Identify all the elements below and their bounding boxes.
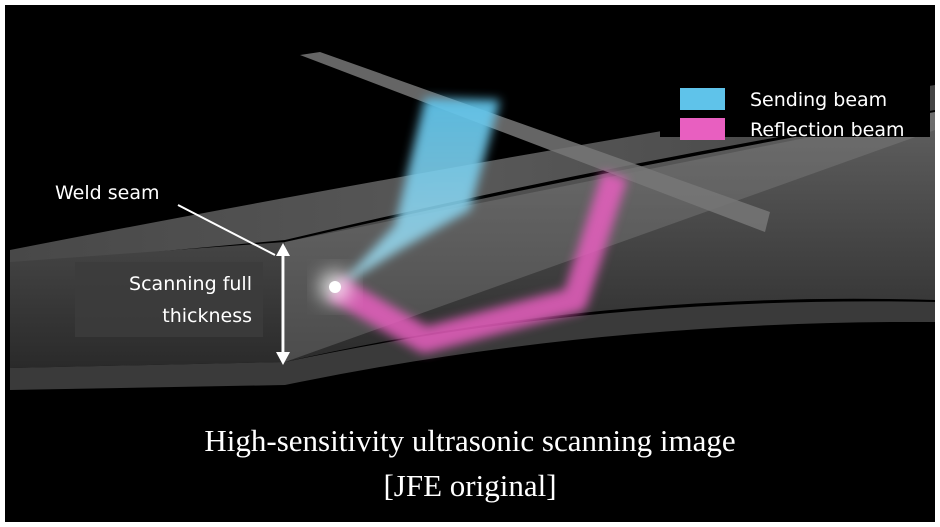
sending-beam bbox=[335, 98, 500, 290]
legend-label: Reflection beam bbox=[750, 119, 904, 141]
label-box bbox=[75, 262, 263, 337]
caption: [JFE original] bbox=[383, 468, 556, 503]
arrow-head bbox=[276, 243, 290, 256]
arrow-head bbox=[276, 352, 290, 365]
scanning-label: thickness bbox=[162, 305, 252, 327]
legend-swatch bbox=[680, 118, 725, 140]
focus-point bbox=[329, 281, 341, 293]
weld-seam-label: Weld seam bbox=[55, 182, 159, 204]
weld-pointer bbox=[177, 204, 276, 256]
weld-plane bbox=[285, 112, 935, 362]
pipe-bottom-edge bbox=[10, 301, 935, 390]
reflection-beam bbox=[328, 171, 628, 353]
probe-plate bbox=[300, 52, 770, 232]
scanning-label: Scanning full bbox=[129, 273, 252, 295]
caption: High-sensitivity ultrasonic scanning ima… bbox=[204, 423, 735, 458]
legend-label: Sending beam bbox=[750, 89, 887, 111]
legend-swatch bbox=[680, 88, 725, 110]
